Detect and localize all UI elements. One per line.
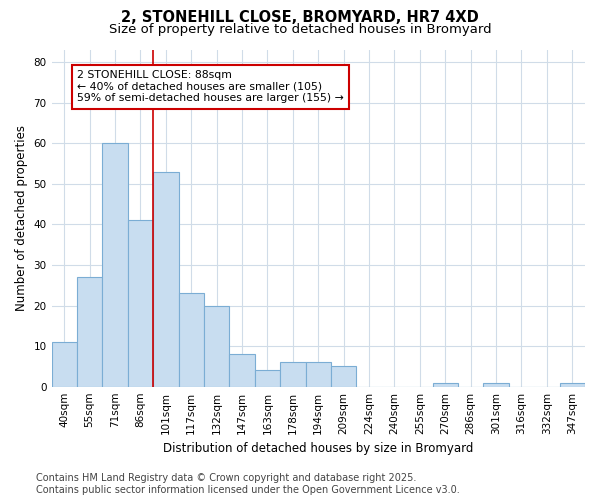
Bar (560, 382, 585, 386)
Bar (255, 370, 280, 386)
Bar (484, 382, 509, 386)
X-axis label: Distribution of detached houses by size in Bromyard: Distribution of detached houses by size … (163, 442, 473, 455)
Bar (331, 366, 356, 386)
Bar (77, 277, 103, 386)
Bar (179, 294, 204, 386)
Text: Size of property relative to detached houses in Bromyard: Size of property relative to detached ho… (109, 22, 491, 36)
Bar (128, 220, 153, 386)
Bar (280, 362, 305, 386)
Bar (52, 342, 77, 386)
Bar (103, 144, 128, 386)
Y-axis label: Number of detached properties: Number of detached properties (15, 126, 28, 312)
Text: 2, STONEHILL CLOSE, BROMYARD, HR7 4XD: 2, STONEHILL CLOSE, BROMYARD, HR7 4XD (121, 10, 479, 25)
Bar (204, 306, 229, 386)
Bar (433, 382, 458, 386)
Text: Contains HM Land Registry data © Crown copyright and database right 2025.
Contai: Contains HM Land Registry data © Crown c… (36, 474, 460, 495)
Bar (305, 362, 331, 386)
Bar (229, 354, 255, 386)
Bar (153, 172, 179, 386)
Text: 2 STONEHILL CLOSE: 88sqm
← 40% of detached houses are smaller (105)
59% of semi-: 2 STONEHILL CLOSE: 88sqm ← 40% of detach… (77, 70, 344, 104)
